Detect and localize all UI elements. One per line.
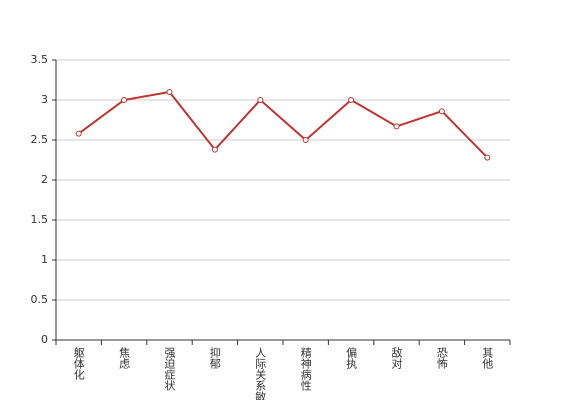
y-tick-label: 1.5 [31,213,49,226]
x-tick-label: 敌对 [390,346,403,369]
point [393,123,400,130]
y-tick-label: 3.5 [31,53,49,66]
x-tick-label: 抑郁 [208,346,221,369]
x-tick-label: 精神病性 [299,347,312,392]
y-tick-label: 0.5 [31,293,49,306]
point [166,89,173,95]
x-tick-label: 焦虑 [118,347,131,369]
x-tick-label: 恐怖 [435,347,448,369]
y-tick-label: 2 [41,173,48,186]
x-tick-label: 强迫症状 [163,347,176,391]
point [302,137,309,143]
y-tick-label: 2.5 [31,133,49,146]
point [257,97,264,103]
point [211,146,218,153]
y-tick-label: 1 [41,253,48,266]
y-tick-label: 0 [41,333,48,346]
x-tick-label: 人际关系敏感 [254,347,267,400]
point [121,97,128,103]
point [484,154,491,161]
x-tick-label: 躯体化 [72,347,85,381]
y-tick-label: 3 [41,93,48,106]
x-tick-label: 其他 [481,347,494,369]
x-tick-label: 偏执 [345,346,358,370]
point [75,130,82,137]
line [78,90,489,159]
point [438,108,445,115]
point [348,97,355,103]
